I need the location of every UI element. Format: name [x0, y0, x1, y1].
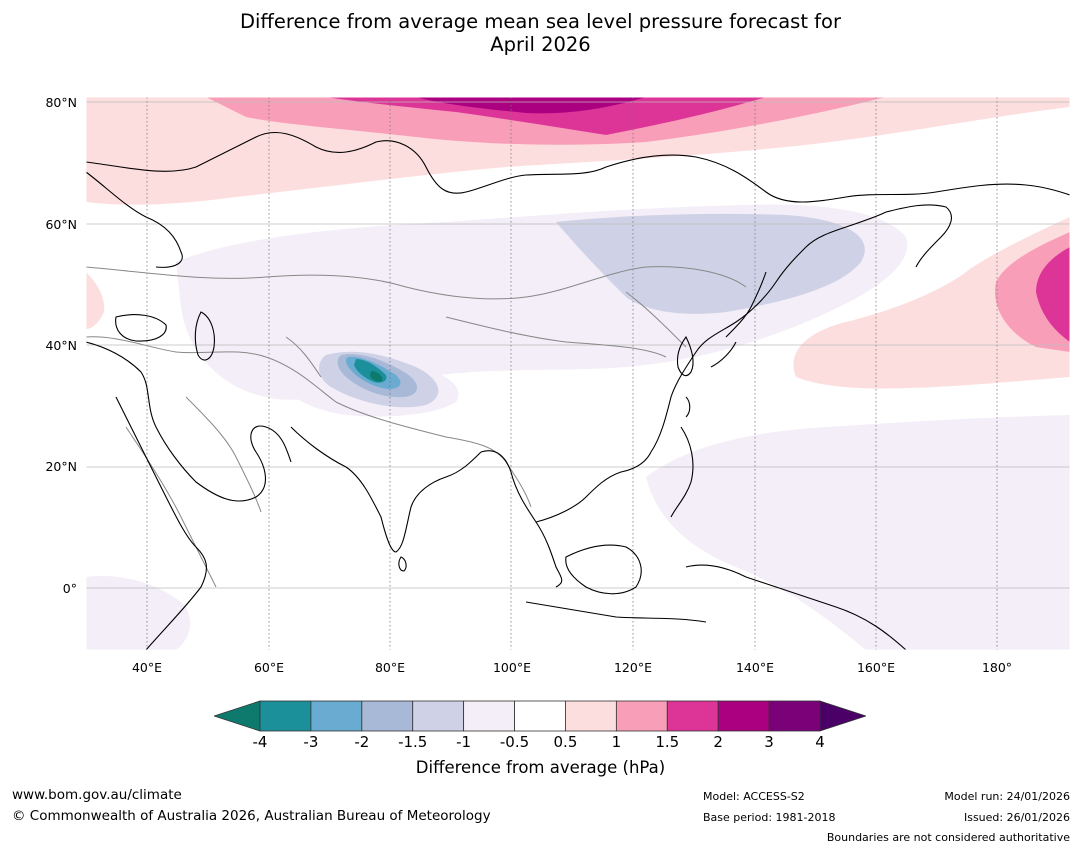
model-name: Model: ACCESS-S2 [703, 790, 805, 803]
siberia-negative [556, 213, 865, 314]
north-anomaly-deep [416, 97, 646, 114]
chart-title: Difference from average mean sea level p… [0, 10, 1081, 56]
colorbar-tick-label: 1 [611, 733, 622, 751]
south-slight-negative [86, 576, 191, 650]
lon-label-180: 180° [981, 660, 1013, 675]
lat-label-60n: 60°N [45, 217, 77, 232]
colorbar-swatch [666, 700, 719, 732]
website-link[interactable]: www.bom.gov.au/climate [12, 787, 182, 803]
tibet-negative-6 [370, 371, 383, 382]
colorbar [212, 700, 868, 732]
colorbar-tick-label: -0.5 [499, 733, 530, 751]
colorbar-swatch [565, 700, 617, 732]
colorbar-tick-label: 1.5 [655, 733, 680, 751]
colorbar-tick-label: 0.5 [553, 733, 578, 751]
colorbar-tick-label: 4 [815, 733, 825, 751]
model-run-date: Model run: 24/01/2026 [944, 790, 1070, 803]
colorbar-swatch [259, 700, 312, 732]
colorbar-tick-label: -2 [354, 733, 370, 751]
lon-label-60e: 60°E [253, 660, 285, 675]
anomaly-shading [86, 97, 1070, 650]
colorbar-swatch [463, 700, 515, 732]
colorbar-tick-label: -1 [456, 733, 472, 751]
colorbar-extend-high [819, 700, 868, 732]
lat-label-20n: 20°N [45, 459, 77, 474]
copyright-text: © Commonwealth of Australia 2026, Austra… [12, 808, 491, 824]
colorbar-tick-label: -3 [303, 733, 319, 751]
colorbar-swatch [412, 700, 465, 732]
colorbar-swatch [310, 700, 363, 732]
pressure-anomaly-map [86, 97, 1070, 650]
lon-label-160e: 160°E [856, 660, 895, 675]
lon-label-120e: 120°E [613, 660, 652, 675]
lat-label-0: 0° [62, 581, 77, 596]
lat-label-40n: 40°N [45, 338, 77, 353]
gridlines [86, 101, 1070, 589]
lat-label-80n: 80°N [45, 95, 77, 110]
country-borders [86, 266, 747, 588]
coastlines [86, 131, 1070, 650]
colorbar-swatch [615, 700, 668, 732]
tropical-pacific-slight-negative [646, 415, 1070, 650]
colorbar-swatch [768, 700, 821, 732]
lon-label-40e: 40°E [131, 660, 163, 675]
colorbar-swatch [361, 700, 414, 732]
title-line-1: Difference from average mean sea level p… [240, 10, 841, 33]
title-line-2: April 2026 [490, 33, 591, 56]
west-anomaly-light [86, 272, 105, 329]
issued-date: Issued: 26/01/2026 [963, 811, 1070, 824]
colorbar-tick-label: 3 [764, 733, 774, 751]
colorbar-extend-low [212, 700, 261, 732]
north-anomaly-magenta [326, 97, 766, 135]
boundaries-disclaimer: Boundaries are not considered authoritat… [826, 831, 1070, 844]
colorbar-label: Difference from average (hPa) [415, 758, 666, 777]
colorbar-tick-label: -4 [252, 733, 268, 751]
pacific-anomaly-light [793, 217, 1070, 389]
base-period: Base period: 1981-2018 [703, 811, 836, 824]
lon-label-140e: 140°E [735, 660, 774, 675]
colorbar-swatch [717, 700, 770, 732]
colorbar-tick-label: 2 [713, 733, 723, 751]
lon-label-80e: 80°E [374, 660, 406, 675]
colorbar-swatch [514, 700, 566, 732]
pacific-anomaly-magenta [1036, 247, 1070, 342]
lon-label-100e: 100°E [492, 660, 531, 675]
colorbar-tick-label: -1.5 [398, 733, 428, 751]
meridians [146, 97, 998, 650]
